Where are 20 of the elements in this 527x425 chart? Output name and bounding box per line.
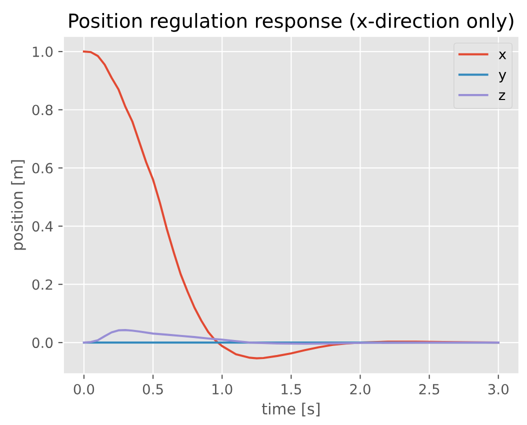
chart-title: Position regulation response (x-direction only) [69,13,514,32]
x-tick-label: 1.5 [282,384,301,394]
y-tick-label: 0.8 [32,104,53,116]
y-tick-label: 0.6 [32,162,53,174]
legend-label: y [498,72,506,82]
x-axis-title: time [s] [262,402,320,416]
y-tick-label: 0.4 [32,221,53,232]
y-axis-title: position [m] [11,160,26,250]
x-tick-label: 1.0 [212,384,232,394]
y-tick-label: 0.0 [32,338,53,348]
y-tick-label: 1.0 [32,46,53,58]
x-tick-label: 0.5 [142,384,163,394]
legend-label: z [498,92,506,100]
legend-label: x [498,52,506,60]
x-tick-label: 2.0 [350,384,370,394]
line-series [82,329,500,345]
x-tick-label: 0.0 [74,384,94,394]
x-tick-label: 3.0 [488,384,508,394]
x-tick-label: 2.5 [419,384,440,394]
y-tick-label: 0.2 [32,279,52,290]
